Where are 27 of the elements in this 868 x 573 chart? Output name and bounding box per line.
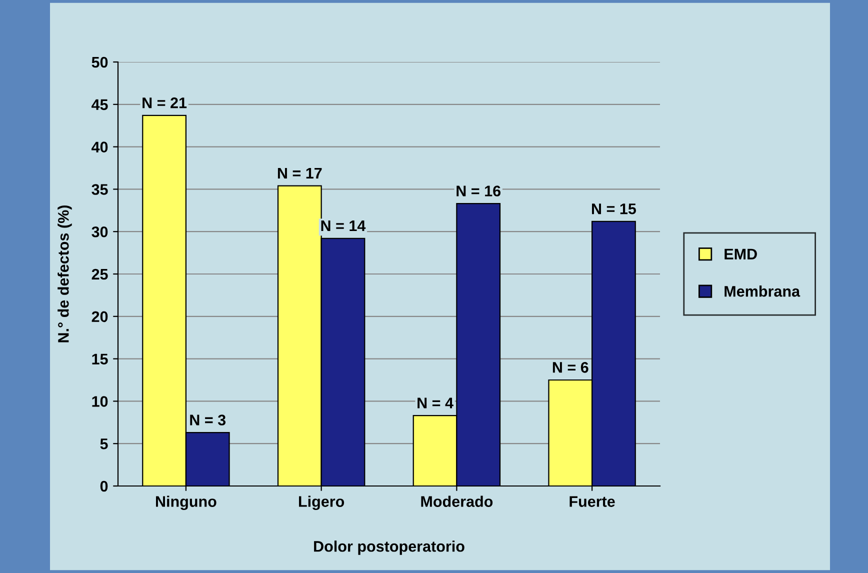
annotation: N = 21 <box>142 97 187 108</box>
annotation: N = 4 <box>418 398 454 408</box>
y-axis-title: N.° de defectos (%) <box>58 205 72 342</box>
annotation: N = 15 <box>592 204 636 214</box>
y-tick-label: 10 <box>92 396 108 407</box>
y-tick-label: 40 <box>92 142 108 152</box>
x-axis-title: Dolor postoperatorio <box>314 540 464 555</box>
annotation: N = 17 <box>278 168 322 178</box>
annotation: N = 16 <box>456 186 501 196</box>
annotation: N = 3 <box>190 414 226 426</box>
y-tick-label: 20 <box>92 311 108 322</box>
y-tick-label: 35 <box>92 184 108 195</box>
y-tick-label: 50 <box>92 56 108 68</box>
x-tick-label: Fuerte <box>570 496 615 507</box>
y-tick-label: 15 <box>92 354 108 364</box>
y-tick-label: 45 <box>92 99 108 110</box>
y-tick-label: 0 <box>100 480 108 492</box>
x-tick-label: Moderado <box>421 496 493 507</box>
legend-label: EMD <box>724 248 757 260</box>
x-tick-label: Ligero <box>299 496 344 510</box>
x-tick-label: Ninguno <box>156 496 216 510</box>
y-tick-label: 30 <box>92 226 108 238</box>
legend-label: Membrana <box>724 286 800 297</box>
y-tick-label: 25 <box>92 268 108 280</box>
y-tick-label: 5 <box>100 438 108 450</box>
annotation: N = 14 <box>321 220 366 232</box>
annotation: N = 6 <box>552 362 588 373</box>
